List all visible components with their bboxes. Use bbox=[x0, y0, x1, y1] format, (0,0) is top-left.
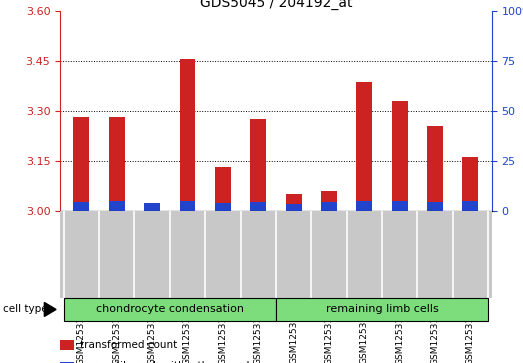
Bar bbox=[179, 201, 196, 211]
Bar bbox=[427, 126, 443, 211]
Title: GDS5045 / 204192_at: GDS5045 / 204192_at bbox=[200, 0, 352, 10]
Bar bbox=[427, 202, 443, 211]
Text: remaining limb cells: remaining limb cells bbox=[326, 305, 438, 314]
Bar bbox=[109, 117, 124, 211]
Text: cell type: cell type bbox=[3, 305, 47, 314]
Bar bbox=[60, 362, 74, 363]
Bar bbox=[250, 202, 266, 211]
Polygon shape bbox=[44, 302, 56, 317]
Bar bbox=[215, 203, 231, 211]
Bar bbox=[109, 201, 124, 211]
Bar bbox=[215, 167, 231, 211]
Bar bbox=[179, 59, 196, 211]
Bar bbox=[321, 191, 337, 211]
Bar bbox=[144, 203, 160, 211]
Bar bbox=[321, 202, 337, 211]
FancyBboxPatch shape bbox=[64, 298, 276, 321]
Bar bbox=[356, 82, 372, 211]
Text: chondrocyte condensation: chondrocyte condensation bbox=[96, 305, 244, 314]
Bar bbox=[286, 204, 302, 211]
Text: transformed count: transformed count bbox=[79, 340, 177, 350]
Bar bbox=[60, 340, 74, 350]
Bar bbox=[73, 202, 89, 211]
Bar bbox=[286, 194, 302, 211]
Text: percentile rank within the sample: percentile rank within the sample bbox=[79, 362, 255, 363]
Bar bbox=[73, 117, 89, 211]
Bar bbox=[392, 101, 407, 211]
Bar bbox=[356, 201, 372, 211]
Bar bbox=[250, 119, 266, 211]
Bar bbox=[462, 201, 479, 211]
Bar bbox=[462, 157, 479, 211]
Bar bbox=[392, 201, 407, 211]
FancyBboxPatch shape bbox=[276, 298, 488, 321]
Bar bbox=[144, 204, 160, 211]
